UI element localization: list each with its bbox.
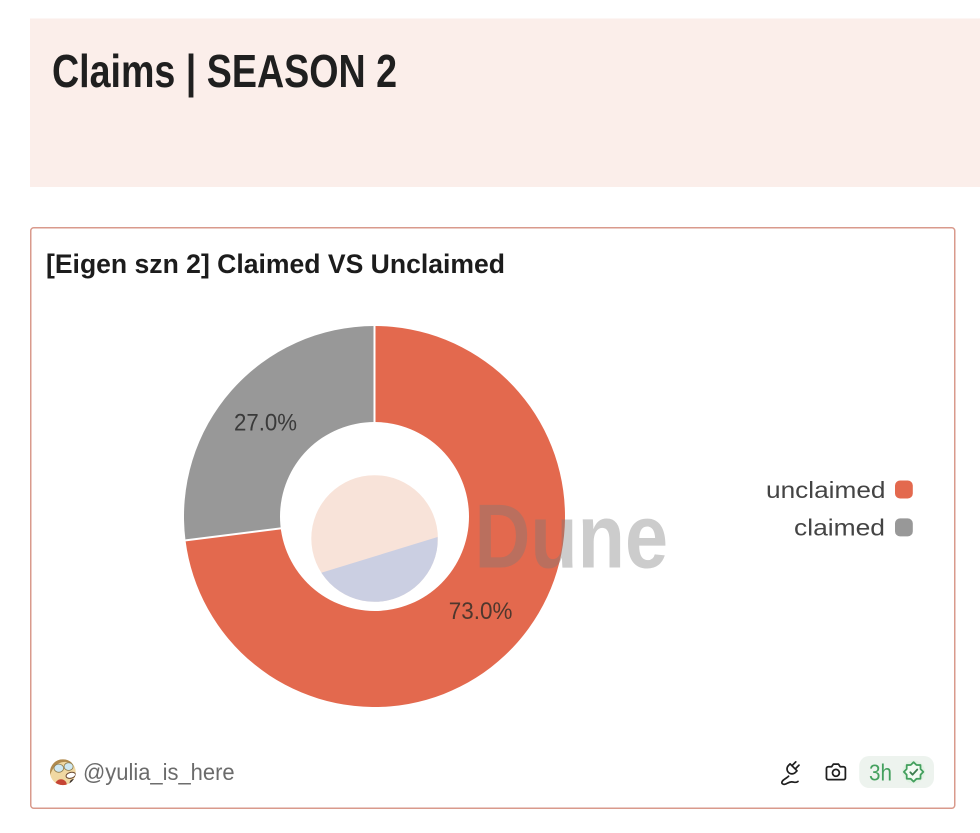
svg-text:Claims | SEASON 2: Claims | SEASON 2 bbox=[52, 45, 397, 97]
svg-text:73.0%: 73.0% bbox=[449, 598, 513, 625]
svg-text:27.0%: 27.0% bbox=[234, 410, 297, 437]
svg-text:claimed: claimed bbox=[794, 515, 885, 541]
svg-text:Dune: Dune bbox=[475, 487, 669, 588]
svg-text:unclaimed: unclaimed bbox=[766, 477, 886, 503]
svg-text:@yulia_is_here: @yulia_is_here bbox=[83, 759, 235, 785]
svg-text:[Eigen szn 2] Claimed VS Uncla: [Eigen szn 2] Claimed VS Unclaimed bbox=[46, 249, 505, 279]
svg-text:3h: 3h bbox=[869, 760, 892, 786]
